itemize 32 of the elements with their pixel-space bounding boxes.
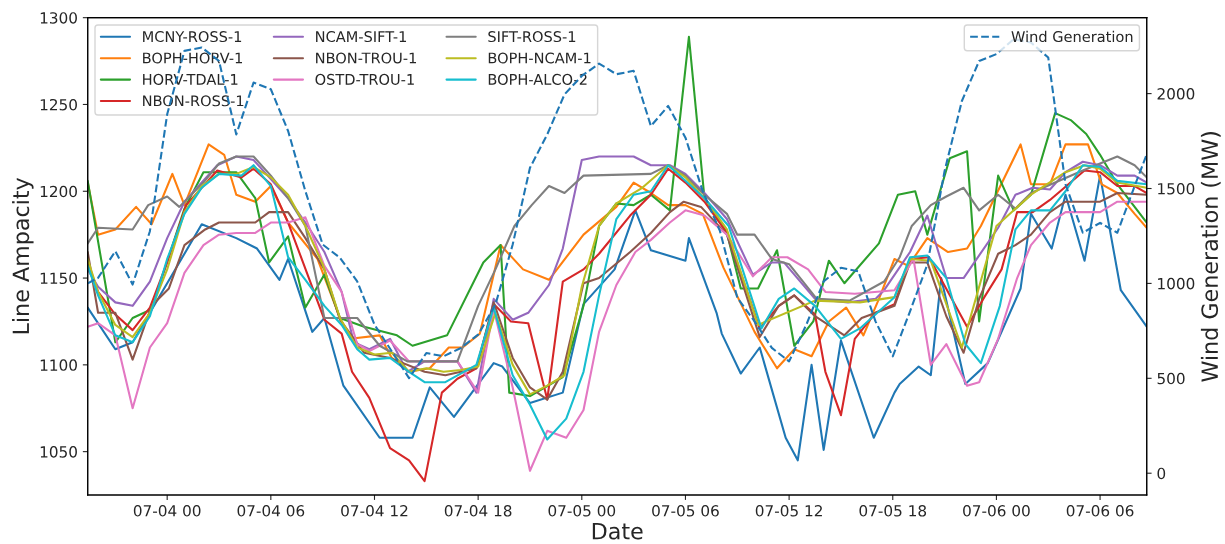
x-tick-label: 07-04 12: [341, 505, 408, 517]
y2-axis-title: Wind Generation (MW): [1200, 132, 1221, 382]
legend-label: BOPH-NCAM-1: [488, 52, 591, 64]
x-tick-label: 07-05 18: [859, 505, 927, 517]
y-tick-label: 1050: [40, 446, 77, 458]
y2-tick-label: 1500: [1158, 182, 1195, 195]
y2-tick-label: 500: [1157, 372, 1185, 385]
legend-label: NCAM-SIFT-1: [316, 31, 407, 43]
y2-tick-label: 2000: [1157, 88, 1195, 100]
legend-label: OSTD-TROU-1: [315, 73, 414, 85]
y-tick-label: 1250: [40, 98, 77, 111]
x-tick-label: 07-06 00: [963, 505, 1030, 517]
legend-label: SIFT-ROSS-1: [488, 31, 576, 43]
x-tick-label: 07-04 06: [237, 505, 305, 517]
legend-label: Wind Generation: [1011, 30, 1133, 43]
x-tick-label: 07-04 00: [133, 505, 201, 517]
x-axis-title: Date: [592, 523, 643, 540]
x-tick-label: 07-05 12: [755, 505, 822, 517]
x-tick-label: 07-06 06: [1066, 505, 1134, 517]
legend-label: NBON-TROU-1: [316, 52, 417, 64]
y-tick-label: 1100: [40, 359, 77, 371]
y-axis-title: Line Ampacity: [12, 177, 34, 334]
y2-tick-label: 0: [1157, 467, 1166, 480]
x-tick-label: 07-05 00: [548, 505, 616, 517]
y-tick-label: 1300: [40, 12, 77, 24]
y2-tick-label: 1000: [1158, 277, 1195, 290]
y-tick-label: 1200: [40, 185, 77, 198]
y-tick-label: 1150: [40, 272, 77, 285]
x-tick-label: 07-04 18: [444, 505, 512, 517]
x-tick-label: 07-05 06: [652, 505, 719, 517]
legend-label: BOPH-ALCO-2: [488, 73, 587, 85]
legend-label: MCNY-ROSS-1: [143, 31, 242, 43]
